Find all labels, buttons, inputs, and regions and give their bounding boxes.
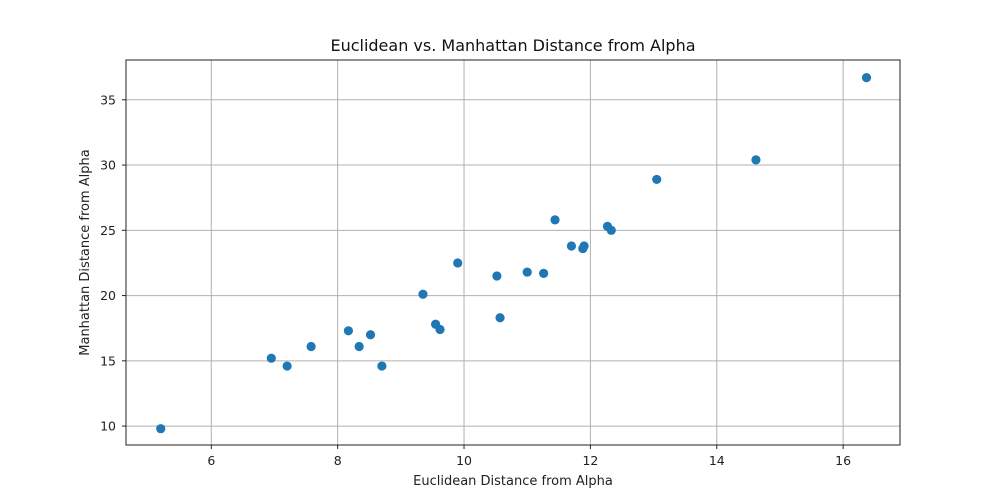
data-point <box>492 271 502 281</box>
x-tick-label: 10 <box>456 453 472 468</box>
x-tick-label: 16 <box>835 453 851 468</box>
y-tick-label: 10 <box>100 419 116 434</box>
data-point <box>377 361 387 371</box>
data-point <box>652 174 662 185</box>
ticks-layer: 6 8 10 12 14 16 10 15 20 25 30 35 <box>100 92 851 468</box>
data-point <box>266 353 276 363</box>
grid-layer <box>126 60 900 445</box>
x-tick-label: 8 <box>334 453 342 468</box>
data-point <box>495 313 505 323</box>
y-axis-label: Manhattan Distance from Alpha <box>78 149 93 355</box>
data-point <box>550 215 560 225</box>
data-point <box>751 155 761 165</box>
data-point <box>282 361 292 371</box>
data-point <box>522 267 532 277</box>
x-tick-label: 6 <box>207 453 215 468</box>
x-tick-label: 14 <box>709 453 725 468</box>
chart-title: Euclidean vs. Manhattan Distance from Al… <box>330 36 695 55</box>
data-point <box>861 73 872 83</box>
y-tick-label: 25 <box>100 223 116 238</box>
data-point <box>579 241 589 251</box>
y-tick-label: 35 <box>100 92 116 107</box>
data-point <box>539 268 549 278</box>
data-point <box>566 241 577 251</box>
data-point <box>354 341 364 352</box>
y-tick-label: 15 <box>100 353 116 368</box>
data-point <box>606 225 616 235</box>
x-tick-label: 12 <box>582 453 598 468</box>
data-point <box>453 258 463 268</box>
y-tick-label: 20 <box>100 288 116 303</box>
y-tick-label: 30 <box>100 158 116 173</box>
data-point <box>365 330 376 340</box>
data-point <box>156 424 166 434</box>
points-layer <box>156 73 872 434</box>
data-point <box>306 341 316 352</box>
x-axis-label: Euclidean Distance from Alpha <box>413 474 613 489</box>
data-point <box>343 326 354 336</box>
plot-frame <box>125 59 901 446</box>
data-point <box>418 289 428 299</box>
data-point <box>435 324 445 335</box>
